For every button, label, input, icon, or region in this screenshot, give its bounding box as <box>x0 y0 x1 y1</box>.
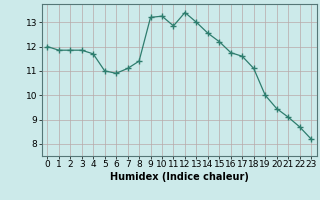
X-axis label: Humidex (Indice chaleur): Humidex (Indice chaleur) <box>110 172 249 182</box>
